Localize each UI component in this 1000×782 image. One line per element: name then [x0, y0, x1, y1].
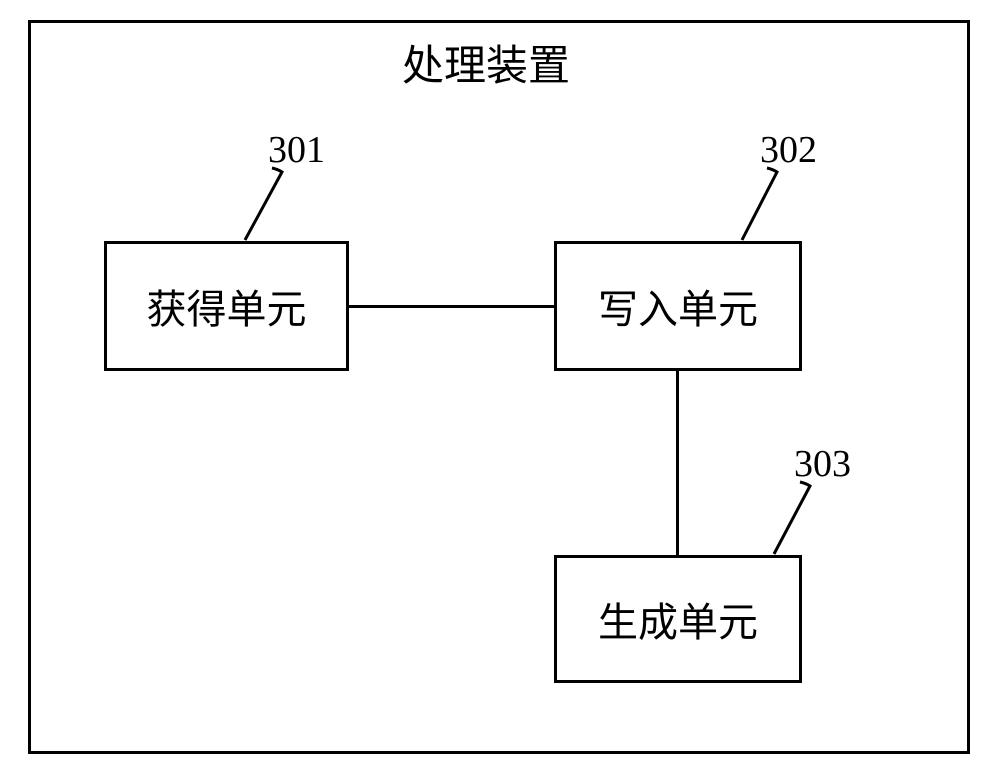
node-label: 写入单元 — [598, 277, 758, 335]
node-label: 生成单元 — [598, 590, 758, 648]
edge-301-302 — [349, 305, 554, 308]
edge-302-303 — [676, 371, 679, 555]
leader-303 — [734, 446, 850, 594]
leader-302 — [702, 132, 817, 280]
diagram-outer-box — [28, 20, 970, 754]
node-label: 获得单元 — [147, 277, 307, 335]
diagram-title: 处理装置 — [402, 32, 570, 93]
leader-301 — [205, 132, 322, 280]
